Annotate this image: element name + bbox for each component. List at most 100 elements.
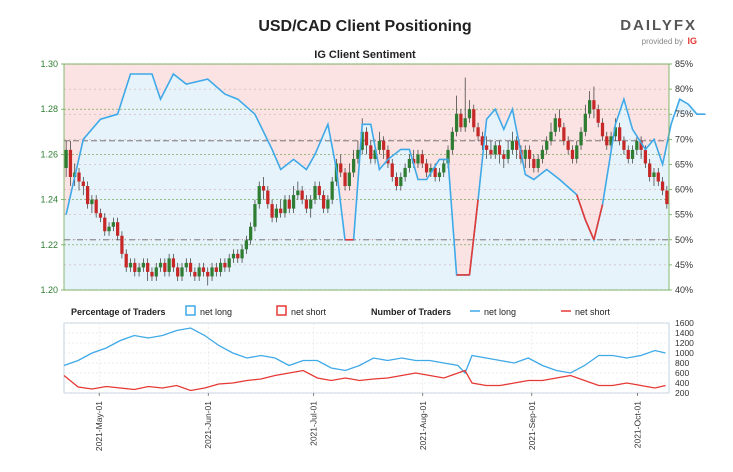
candle-129 [618,122,622,146]
candle-body [270,204,274,218]
net-short-pct-segment [468,199,479,276]
candle-76 [390,158,394,182]
candle-92 [459,109,463,132]
candle-body [116,222,120,236]
candle-98 [485,136,489,159]
ig-logo: IG [687,36,697,46]
candle-body [497,145,502,155]
left-tick-label-5: 1.30 [40,59,58,69]
candle-body [347,172,351,187]
candle-body [128,262,133,268]
candle-body [240,249,244,259]
net-long-pct-line [65,72,706,276]
candle-82 [416,149,420,168]
candle-body [472,109,476,128]
candle-55 [300,186,304,205]
candle-12 [116,217,120,241]
candle-11 [111,217,115,232]
candle-136 [648,158,652,182]
candle-85 [429,163,433,177]
candle-body [459,113,463,128]
candle-95 [472,104,476,132]
date-tick-label-4: 2021-Sep-01 [527,401,537,450]
candle-80 [407,154,412,173]
candle-138 [656,167,660,187]
candle-22 [158,258,163,272]
candle-body [570,149,575,159]
price-panel: 1.20 1.22 1.24 1.26 1.28 1.30 40% 45% 50% 55% 60% 6… [40,59,706,295]
candle-84 [424,158,429,177]
candle-body [489,149,493,155]
candle-body [596,109,600,123]
candle-body [639,140,643,150]
candle-60 [321,190,326,214]
candle-body [343,172,347,187]
candle-97 [480,131,484,150]
candle-body [266,190,270,205]
candle-122 [587,91,592,119]
candle-139 [660,177,665,196]
candle-body [197,267,201,277]
candle-body [206,271,210,277]
candle-body [618,127,622,141]
candle-body [291,195,296,209]
candle-39 [231,249,236,263]
candle-36 [218,258,223,277]
candle-32 [201,262,206,277]
candle-58 [313,181,317,205]
candle-37 [223,258,227,272]
candle-body [609,136,613,146]
candle-body [476,127,480,137]
candle-body [532,158,536,168]
legend: Percentage of Traders net long net short… [71,305,611,317]
candle-112 [545,136,549,155]
candle-3 [77,167,81,191]
candle-body [193,271,197,277]
candle-body [223,262,227,268]
candle-61 [326,195,330,214]
candle-body [454,113,459,132]
right-tick-label-5: 65% [675,159,693,169]
candle-body [163,262,167,272]
candle-body [218,262,223,272]
candle-33 [206,267,210,286]
candle-body [313,186,317,200]
left-tick-label-3: 1.26 [40,149,58,159]
candle-body [502,154,506,159]
candle-body [249,226,253,241]
candle-body [656,172,660,182]
candle-130 [622,136,626,155]
candle-137 [652,167,656,187]
candle-body [326,199,330,209]
chart-title: USD/CAD Client Positioning [258,18,471,35]
right-tick-label-7: 75% [675,109,693,119]
candle-120 [579,127,583,150]
candle-body [630,149,635,159]
candle-78 [399,172,403,191]
dailyfx-brand: DAILYFX [620,17,697,34]
candle-29 [188,258,193,277]
candle-121 [583,104,587,137]
candle-body [587,100,592,114]
candle-body [309,199,313,209]
price-panel-frame [63,63,670,291]
candle-body [540,149,545,159]
candle-body [442,163,446,173]
candle-body [304,199,309,209]
candle-43 [249,222,253,245]
candle-body [167,258,171,272]
candle-body [394,177,399,187]
candle-17 [137,262,141,277]
candle-body [665,190,669,205]
candle-14 [124,249,128,272]
candle-10 [107,222,111,236]
candle-body [557,118,562,128]
candle-body [545,140,549,150]
candle-28 [184,258,188,272]
candle-body [412,158,416,164]
legend-number-title: Number of Traders [371,307,451,317]
candle-body [253,204,257,227]
right-tick-label-1: 45% [675,260,693,270]
candle-101 [497,140,502,164]
candle-5 [85,181,90,209]
